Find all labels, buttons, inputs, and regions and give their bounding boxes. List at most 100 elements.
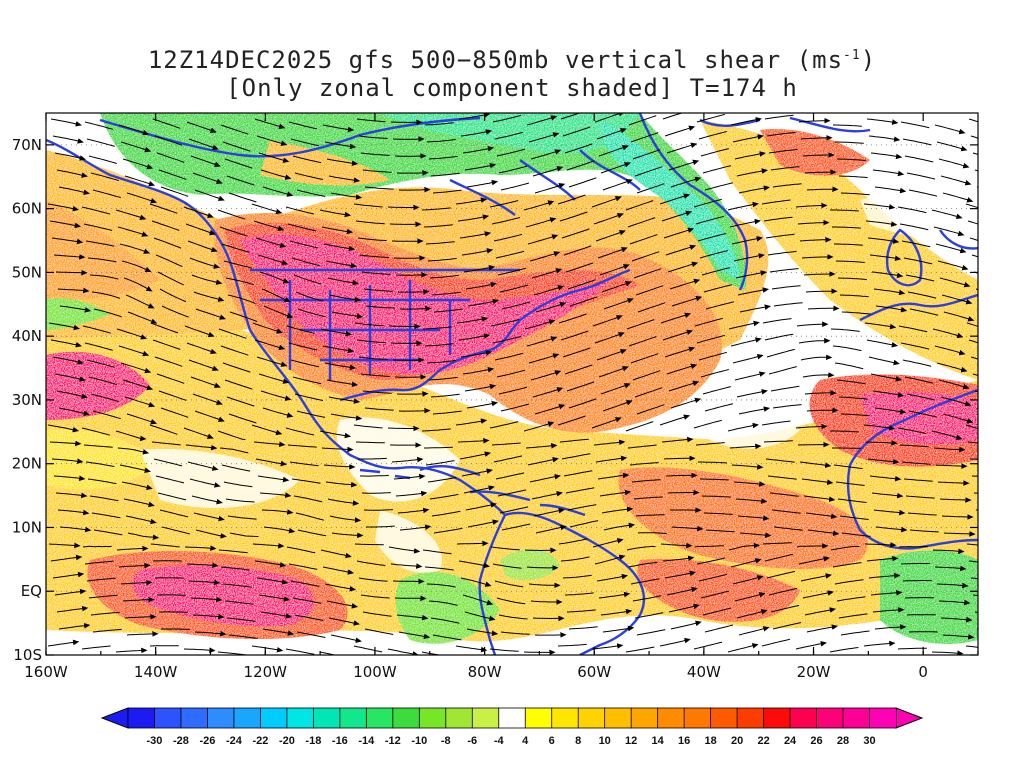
streamline [47, 424, 80, 433]
streamline [836, 379, 866, 385]
shear-shading [46, 113, 978, 655]
streamline [594, 554, 626, 565]
streamline [871, 492, 904, 499]
colorbar-label: 20 [731, 735, 743, 747]
streamline [668, 159, 700, 171]
streamline [632, 370, 661, 381]
streamline [194, 630, 227, 637]
x-axis-labels: 160W 140W 120W 100W 80W 60W 40W 20W 0 [24, 663, 928, 681]
streamline [499, 284, 529, 293]
streamline [768, 366, 797, 375]
streamline [937, 260, 969, 271]
streamline [524, 319, 556, 330]
streamline [331, 532, 364, 539]
streamline [190, 376, 221, 388]
streamline [534, 403, 566, 415]
streamline [693, 641, 723, 650]
streamline [255, 237, 287, 248]
colorbar-swatch [471, 707, 500, 729]
streamline [661, 210, 693, 222]
streamline [729, 218, 761, 228]
streamline [222, 141, 251, 152]
streamline [258, 152, 290, 163]
streamline [801, 254, 834, 260]
streamline [433, 308, 463, 313]
streamline [761, 638, 791, 647]
streamline [732, 134, 764, 143]
streamline [455, 645, 488, 653]
streamline [632, 149, 661, 160]
streamline [700, 369, 729, 378]
streamline [970, 356, 978, 360]
streamline [598, 591, 631, 599]
streamline [90, 393, 119, 403]
streamline [465, 502, 497, 511]
streamline [321, 226, 354, 235]
streamline [569, 296, 598, 307]
streamline [227, 294, 256, 304]
streamline [192, 613, 225, 620]
streamline [600, 383, 631, 395]
streamline [357, 237, 387, 242]
streamline [965, 645, 978, 648]
streamline [82, 545, 112, 548]
streamline [523, 200, 555, 211]
streamline [967, 441, 978, 444]
streamline [151, 441, 181, 446]
streamline [263, 305, 294, 319]
streamline [466, 628, 499, 637]
streamline [627, 444, 657, 449]
streamline [254, 339, 286, 351]
streamline [867, 237, 900, 244]
streamline [360, 373, 390, 377]
streamline [428, 155, 458, 160]
streamline [899, 223, 929, 231]
streamline [534, 182, 566, 194]
streamline [840, 192, 870, 196]
streamline [256, 356, 288, 367]
streamline [766, 570, 796, 579]
streamline [932, 328, 964, 339]
streamline [900, 121, 930, 129]
streamline [285, 648, 315, 655]
colorbar-label: -30 [147, 735, 163, 747]
streamline [830, 545, 860, 551]
streamline [430, 617, 460, 624]
streamline [773, 302, 803, 307]
streamline [735, 498, 768, 504]
streamline [935, 463, 968, 469]
streamline [837, 277, 867, 281]
colorbar-labels: -30 -28 -26 -24 -22 -20 -18 -16 -14 -12 -10 -8 -6 -4 4… [147, 735, 876, 747]
streamline [832, 345, 862, 352]
streamline [49, 220, 82, 229]
colorbar-label: -8 [441, 735, 451, 747]
streamline [321, 446, 354, 453]
streamline [704, 182, 734, 191]
streamline [839, 515, 869, 520]
streamline [524, 547, 557, 554]
streamline [124, 614, 157, 620]
streamline [459, 451, 492, 460]
streamline [557, 643, 587, 647]
streamline [863, 203, 896, 210]
streamline [86, 359, 115, 368]
streamline [869, 254, 902, 262]
streamline [330, 192, 363, 200]
streamline [531, 490, 563, 500]
streamline [770, 385, 800, 392]
streamline [698, 351, 727, 361]
streamline [941, 294, 973, 305]
streamline [159, 509, 189, 518]
streamline [974, 611, 978, 613]
streamline [705, 529, 735, 533]
streamline [664, 346, 696, 358]
streamline [738, 406, 771, 415]
streamline [663, 227, 695, 239]
streamline [833, 124, 862, 127]
streamline [397, 289, 430, 295]
streamline [222, 362, 251, 373]
streamline [87, 257, 117, 263]
streamline [866, 118, 899, 125]
streamline [57, 509, 90, 516]
